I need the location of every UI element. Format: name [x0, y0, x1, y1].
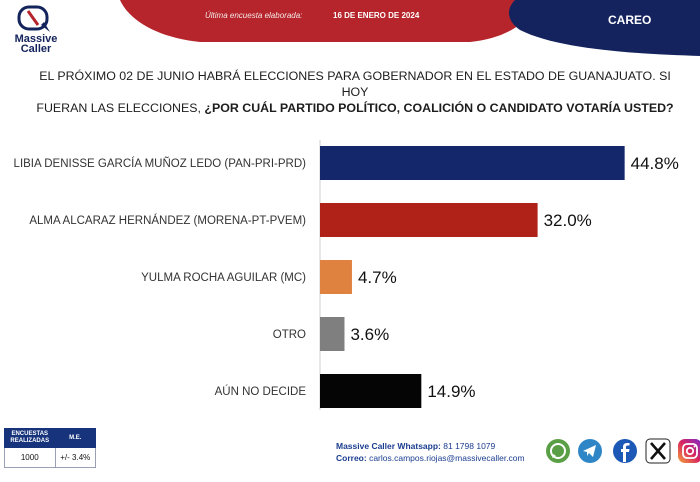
question-line2-plain: FUERAN LAS ELECCIONES, [36, 101, 205, 115]
value-label: 14.9% [427, 382, 475, 401]
category-label: YULMA ROCHA AGUILAR (MC) [141, 272, 306, 284]
x-icon[interactable] [645, 438, 671, 464]
bar [320, 260, 352, 294]
survey-date-label: Última encuesta elaborada: [205, 11, 303, 20]
category-label: AÚN NO DECIDE [215, 385, 307, 398]
telegram-icon[interactable] [577, 438, 603, 464]
question-text: EL PRÓXIMO 02 DE JUNIO HABRÁ ELECCIONES … [30, 68, 680, 116]
value-label: 44.8% [631, 154, 679, 173]
whatsapp-icon[interactable] [545, 438, 571, 464]
category-label: LIBIA DENISSE GARCÍA MUÑOZ LEDO (PAN-PRI… [14, 157, 307, 170]
facebook-icon[interactable] [612, 438, 638, 464]
margin-error-header: M.E. [54, 428, 96, 448]
careo-title: CAREO [608, 13, 652, 27]
bar [320, 146, 625, 180]
bar [320, 317, 345, 351]
value-label: 3.6% [350, 325, 389, 344]
category-label: ALMA ALCARAZ HERNÁNDEZ (MORENA-PT-PVEM) [29, 214, 306, 227]
email-contact: Correo: carlos.campos.riojas@massivecall… [336, 453, 525, 463]
bar [320, 203, 538, 237]
question-line2: FUERAN LAS ELECCIONES, ¿POR CUÁL PARTIDO… [30, 100, 680, 116]
value-label: 32.0% [544, 211, 592, 230]
bar [320, 374, 422, 408]
question-line1: EL PRÓXIMO 02 DE JUNIO HABRÁ ELECCIONES … [39, 69, 671, 99]
brand-logo: Massive Caller [6, 5, 66, 61]
sample-size-value: 1000 [4, 447, 56, 468]
sample-size-header: ENCUESTAS REALIZADAS [4, 428, 56, 448]
brand-name-line1: Massive [14, 33, 58, 45]
value-label: 4.7% [358, 268, 397, 287]
contact-info: Massive Caller Whatsapp: 81 1798 1079 Co… [336, 440, 525, 464]
survey-date-value: 16 DE ENERO DE 2024 [333, 11, 420, 20]
instagram-icon[interactable] [677, 438, 700, 464]
whatsapp-number[interactable]: 81 1798 1079 [443, 441, 496, 451]
email-address[interactable]: carlos.campos.riojas@massivecaller.com [369, 453, 525, 463]
bar-chart: LIBIA DENISSE GARCÍA MUÑOZ LEDO (PAN-PRI… [14, 140, 679, 410]
question-line2-bold: ¿POR CUÁL PARTIDO POLÍTICO, COALICIÓN O … [204, 101, 674, 115]
brand-name-line2: Caller [20, 43, 52, 55]
margin-error-value: +/- 3.4% [54, 447, 96, 468]
category-label: OTRO [273, 329, 306, 341]
whatsapp-contact: Massive Caller Whatsapp: 81 1798 1079 [336, 441, 496, 451]
header-band [120, 0, 700, 56]
survey-stats-table: ENCUESTAS REALIZADAS M.E. 1000 +/- 3.4% [4, 428, 96, 468]
chat-bubble-icon [17, 5, 50, 32]
